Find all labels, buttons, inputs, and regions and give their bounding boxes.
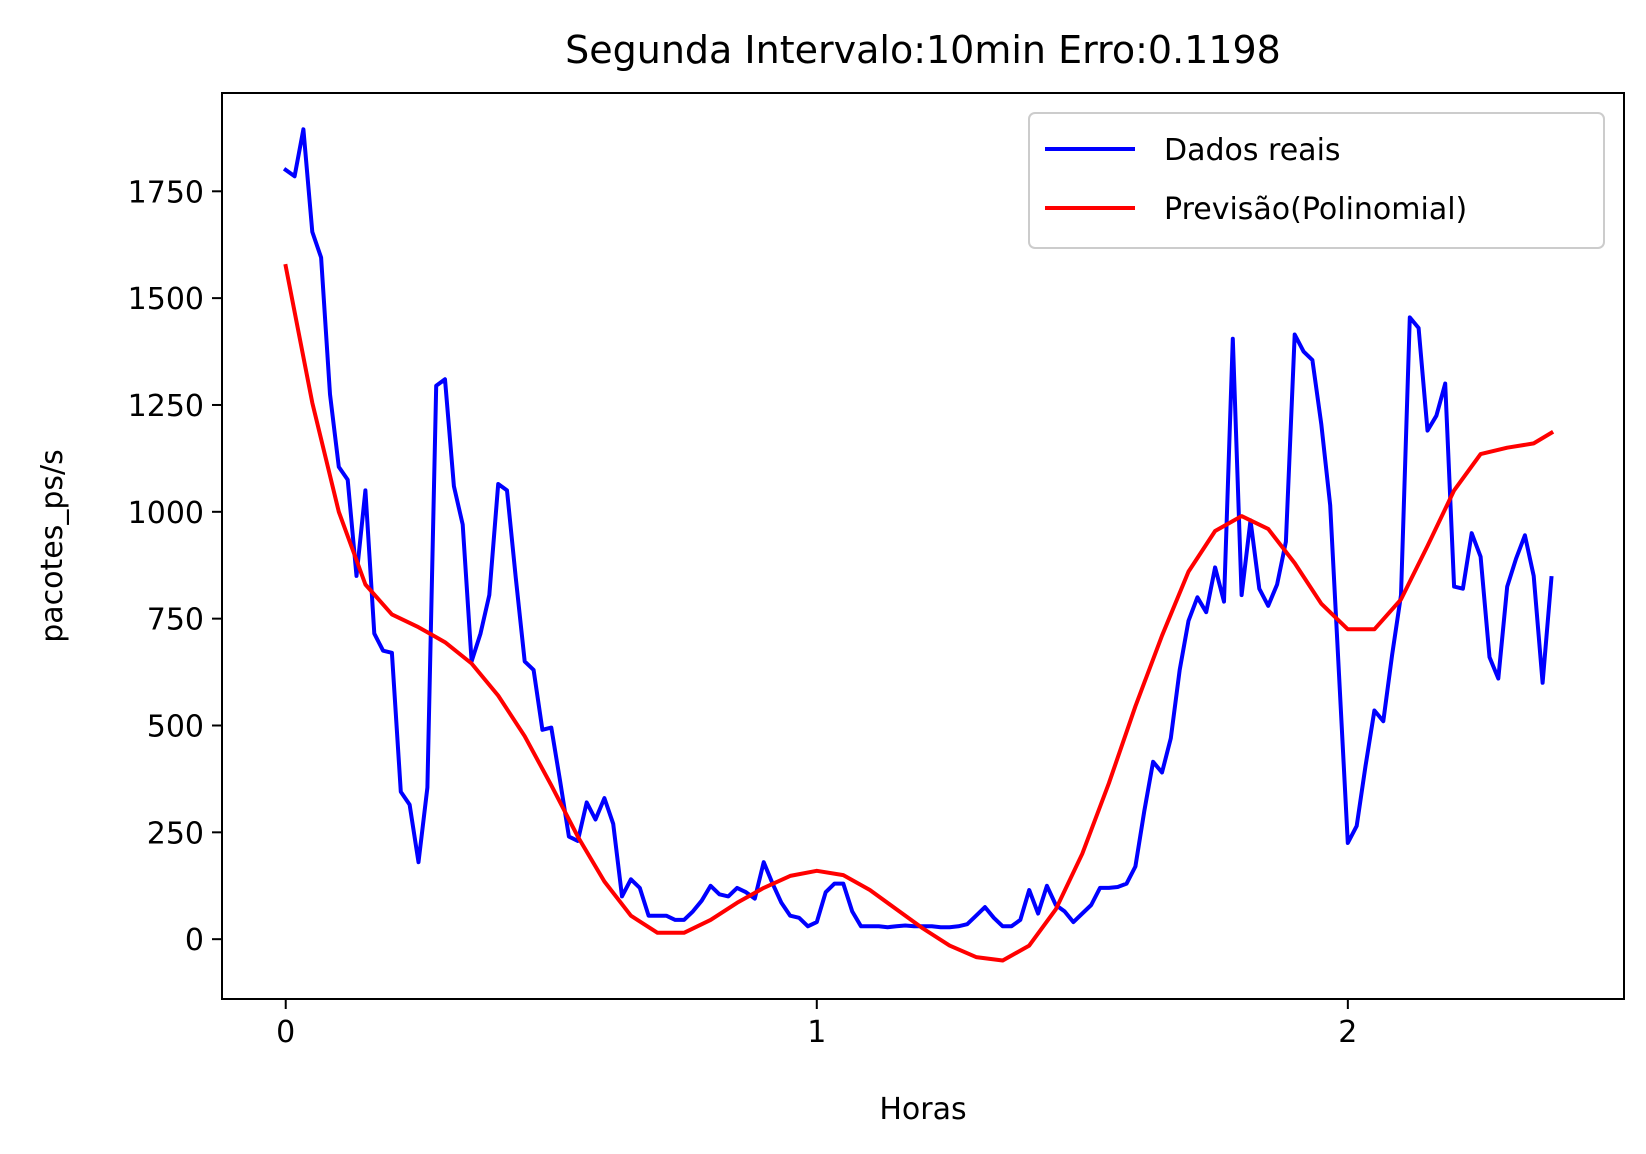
legend: Dados reais Previsão(Polinomial) bbox=[1028, 112, 1605, 249]
legend-label-dados-reais: Dados reais bbox=[1164, 133, 1341, 168]
x-axis: 0 1 2 bbox=[276, 999, 1357, 1050]
x-tick-label: 0 bbox=[276, 1015, 295, 1050]
y-tick-label: 1000 bbox=[128, 496, 204, 531]
y-tick-label: 1750 bbox=[128, 175, 204, 210]
plot-area bbox=[221, 92, 1625, 1000]
series-line-previsao-polinomial bbox=[283, 263, 1555, 963]
x-axis-label: Horas bbox=[879, 1092, 966, 1127]
y-axis-label: pacotes_ps/s bbox=[35, 449, 70, 643]
series-group bbox=[282, 127, 1555, 963]
y-axis: 0 250 500 750 1000 1250 1500 1750 bbox=[128, 175, 222, 958]
y-tick-label: 250 bbox=[147, 816, 204, 851]
y-tick-label: 500 bbox=[147, 709, 204, 744]
y-tick-label: 0 bbox=[185, 923, 204, 958]
legend-label-previsao: Previsão(Polinomial) bbox=[1164, 192, 1467, 227]
x-tick-label: 2 bbox=[1338, 1015, 1357, 1050]
chart-title: Segunda Intervalo:10min Erro:0.1198 bbox=[565, 28, 1281, 72]
y-tick-label: 1500 bbox=[128, 282, 204, 317]
plot-frame bbox=[221, 92, 1625, 1000]
y-tick-label: 1250 bbox=[128, 389, 204, 424]
legend-box bbox=[1028, 112, 1605, 249]
y-tick-label: 750 bbox=[147, 603, 204, 638]
x-tick-label: 1 bbox=[807, 1015, 826, 1050]
